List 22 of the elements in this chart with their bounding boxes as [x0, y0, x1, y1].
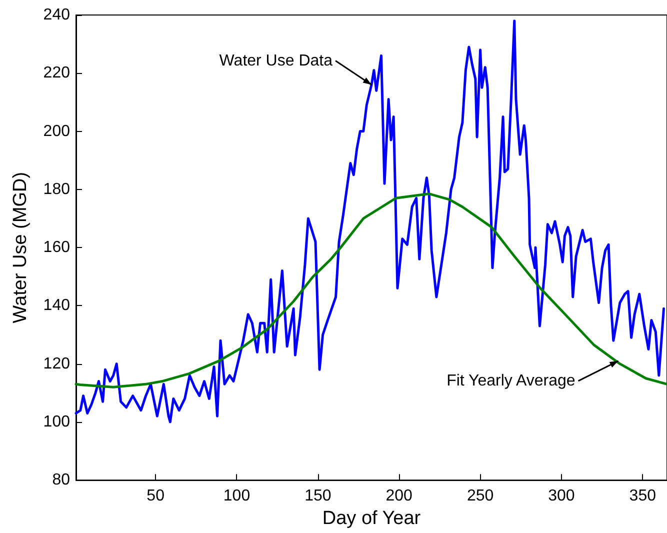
y-tick-label: 180 — [43, 180, 70, 198]
x-tick-label: 350 — [629, 488, 656, 505]
y-tick-label: 120 — [43, 355, 70, 372]
x-axis-title: Day of Year — [322, 508, 422, 529]
x-tick-label: 250 — [466, 488, 494, 505]
y-axis-title: Water Use (MGD) — [10, 172, 31, 324]
x-tick-label: 300 — [548, 488, 575, 505]
y-tick-label: 220 — [43, 64, 70, 82]
x-tick-label: 50 — [146, 488, 165, 505]
x-tick-label: 100 — [223, 488, 250, 505]
x-tick-label: 200 — [386, 488, 413, 505]
x-tick-label: 150 — [304, 488, 332, 505]
y-tick-label: 160 — [43, 239, 70, 256]
annotation: Water Use Data — [219, 52, 333, 70]
annotation: Fit Yearly Average — [446, 372, 576, 390]
y-tick-label: 200 — [43, 122, 70, 140]
y-tick-label: 100 — [43, 413, 70, 430]
y-tick-label: 240 — [43, 6, 70, 24]
y-tick-label: 80 — [52, 472, 70, 489]
y-tick-label: 140 — [43, 297, 70, 314]
line-series — [74, 192, 667, 388]
line-series — [74, 20, 666, 424]
